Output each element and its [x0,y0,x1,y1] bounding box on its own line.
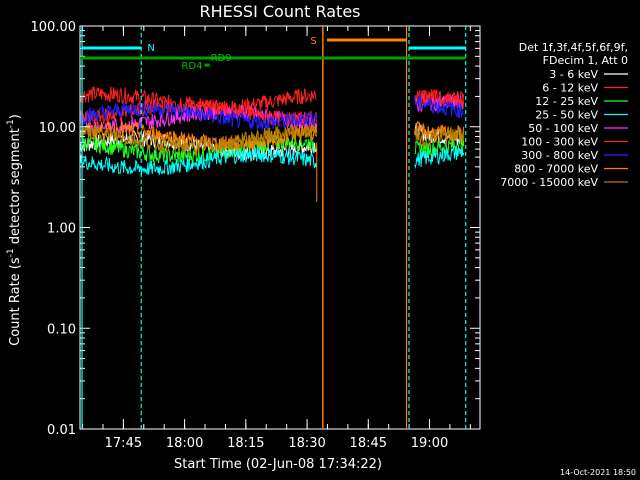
axes: 100.00 10.00 1.00 0.10 0.01 17:45 18:00 18:15 18… [31,20,481,451]
x-tick-label-1: 18:00 [166,436,203,451]
x-tick-label-4: 18:45 [350,436,387,451]
series-line-6-0 [79,100,318,131]
y-tick-label-2: 1.00 [47,222,76,237]
annotation-label-rd9: RD9 [211,53,232,64]
y-axis-label: Count Rate (s-1 detector segment-1) [6,114,23,346]
annotation-label-rd4: RD4 [181,61,202,72]
legend-label-3: 25 - 50 keV [535,109,598,122]
series-line-6-1 [414,93,464,119]
x-tick-label-5: 19:00 [411,436,448,451]
plot-area [79,86,465,175]
legend-label-8: 7000 - 15000 keV [500,176,598,189]
chart-title: RHESSI Count Rates [200,2,361,21]
legend-label-0: 3 - 6 keV [549,68,598,81]
legend: Det 1f,3f,4f,5f,6f,9f, FDecim 1, Att 0 3… [500,41,628,189]
series-line-8-0 [79,123,318,156]
y-tick-label-3: 0.10 [47,322,76,337]
x-axis-label: Start Time (02-Jun-08 17:34:22) [174,457,382,472]
series-line-4-0 [79,103,318,134]
annotation-label-s: S [310,36,316,47]
legend-header-line-2: FDecim 1, Att 0 [543,54,628,67]
y-tick-label-0: 100.00 [31,20,77,35]
series-line-2-0 [79,133,317,164]
y-tick-label-1: 10.00 [39,121,76,136]
legend-label-6: 300 - 800 keV [521,149,598,162]
legend-label-5: 100 - 300 keV [521,136,598,149]
series-line-5-1 [414,88,465,109]
annotation-label-n: N [147,43,154,54]
series-line-1-0 [79,86,317,117]
annotations: N RD9 RD4 S [80,26,467,429]
legend-header-line-1: Det 1f,3f,4f,5f,6f,9f, [519,41,628,54]
series-line-8-1 [414,128,465,148]
generated-timestamp: 14-Oct-2021 18:50 [560,468,636,477]
series-line-3-1 [414,144,465,169]
series-line-3-0 [79,146,318,175]
y-tick-label-4: 0.01 [47,423,76,438]
legend-label-4: 50 - 100 keV [528,122,598,135]
x-tick-label-3: 18:30 [288,436,325,451]
x-tick-label-2: 18:15 [227,436,264,451]
series-line-7-0 [79,121,318,152]
legend-label-7: 800 - 7000 keV [514,163,598,176]
legend-label-2: 12 - 25 keV [535,95,598,108]
legend-label-1: 6 - 12 keV [542,82,598,95]
x-tick-label-0: 17:45 [105,436,142,451]
